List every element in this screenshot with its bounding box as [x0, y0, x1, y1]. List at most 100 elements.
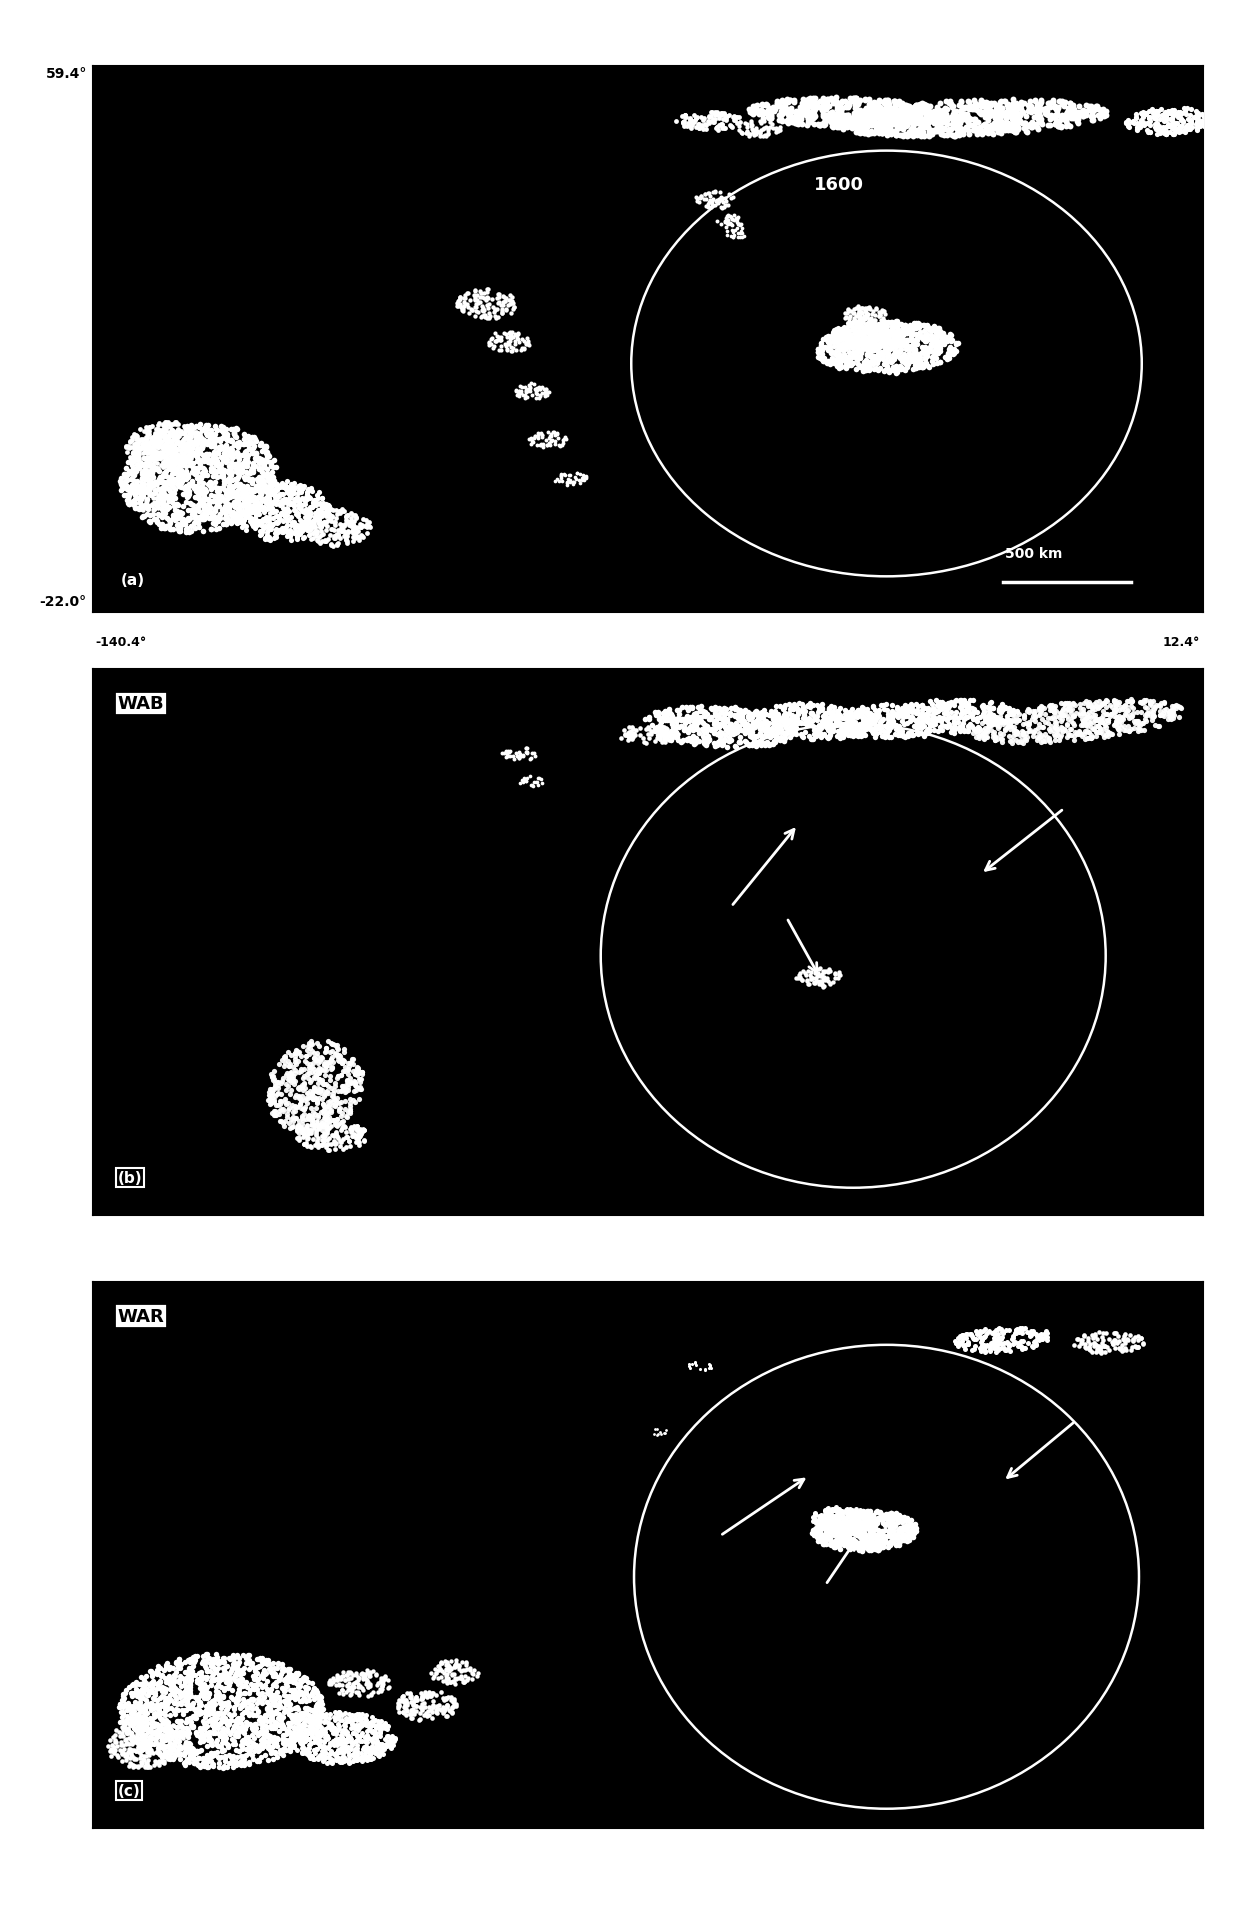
Point: [167, 490, 187, 521]
Point: [458, 279, 477, 310]
Point: [309, 1684, 329, 1715]
Point: [852, 337, 872, 367]
Point: [112, 469, 131, 500]
Point: [125, 1700, 145, 1730]
Point: [312, 1694, 332, 1725]
Point: [117, 1690, 136, 1721]
Point: [290, 1686, 310, 1717]
Point: [815, 965, 835, 995]
Point: [264, 523, 284, 553]
Point: [283, 1679, 303, 1709]
Point: [667, 722, 687, 752]
Point: [878, 335, 898, 366]
Point: [773, 94, 792, 124]
Point: [990, 1326, 1009, 1357]
Point: [273, 1095, 293, 1125]
Point: [528, 764, 548, 794]
Point: [330, 1747, 350, 1778]
Point: [259, 1654, 279, 1684]
Point: [425, 1696, 445, 1726]
Point: [353, 1659, 373, 1690]
Point: [139, 467, 159, 498]
Point: [218, 505, 238, 536]
Point: [878, 320, 898, 350]
Point: [863, 312, 883, 343]
Point: [164, 452, 184, 482]
Point: [176, 456, 196, 486]
Point: [975, 704, 994, 735]
Point: [516, 329, 536, 360]
Point: [846, 1497, 866, 1527]
Point: [296, 1663, 316, 1694]
Point: [946, 329, 966, 360]
Point: [574, 461, 594, 492]
Point: [872, 322, 892, 352]
Point: [270, 490, 290, 521]
Point: [228, 496, 248, 526]
Point: [869, 109, 889, 140]
Point: [193, 1640, 213, 1671]
Point: [222, 475, 242, 505]
Point: [692, 111, 712, 142]
Point: [831, 318, 851, 348]
Point: [146, 507, 166, 538]
Point: [713, 105, 733, 136]
Point: [237, 482, 257, 513]
Point: [172, 459, 192, 490]
Point: [299, 507, 319, 538]
Point: [861, 702, 880, 733]
Point: [954, 1323, 973, 1353]
Point: [181, 1654, 201, 1684]
Point: [123, 1725, 143, 1755]
Point: [156, 1667, 176, 1698]
Point: [844, 1512, 864, 1543]
Point: [892, 105, 911, 136]
Point: [285, 1097, 305, 1127]
Point: [113, 1738, 133, 1769]
Point: [234, 478, 254, 509]
Point: [258, 1711, 278, 1742]
Point: [372, 1734, 392, 1765]
Point: [283, 1726, 303, 1757]
Point: [1033, 704, 1053, 735]
Point: [143, 1677, 162, 1707]
Point: [203, 1713, 223, 1744]
Point: [151, 427, 171, 457]
Point: [174, 1717, 193, 1747]
Point: [929, 318, 949, 348]
Point: [327, 1041, 347, 1072]
Point: [301, 507, 321, 538]
Point: [529, 431, 549, 461]
Point: [895, 693, 915, 723]
Point: [510, 737, 529, 768]
Point: [272, 1079, 291, 1110]
Point: [119, 457, 139, 488]
Point: [258, 1648, 278, 1679]
Point: [414, 1700, 434, 1730]
Point: [244, 482, 264, 513]
Point: [348, 1661, 368, 1692]
Point: [171, 448, 191, 478]
Point: [867, 699, 887, 729]
Point: [823, 710, 843, 741]
Point: [208, 477, 228, 507]
Point: [1162, 701, 1182, 731]
Point: [1107, 708, 1127, 739]
Point: [140, 1734, 160, 1765]
Point: [1128, 113, 1148, 144]
Point: [182, 1646, 202, 1677]
Point: [906, 314, 926, 345]
Point: [477, 291, 497, 322]
Point: [201, 480, 221, 511]
Point: [341, 511, 361, 542]
Point: [285, 1045, 305, 1076]
Point: [241, 503, 260, 534]
Point: [154, 473, 174, 503]
Point: [930, 105, 950, 136]
Point: [730, 117, 750, 147]
Point: [299, 521, 319, 551]
Point: [312, 1740, 332, 1770]
Point: [702, 105, 722, 136]
Point: [739, 729, 759, 760]
Point: [320, 521, 340, 551]
